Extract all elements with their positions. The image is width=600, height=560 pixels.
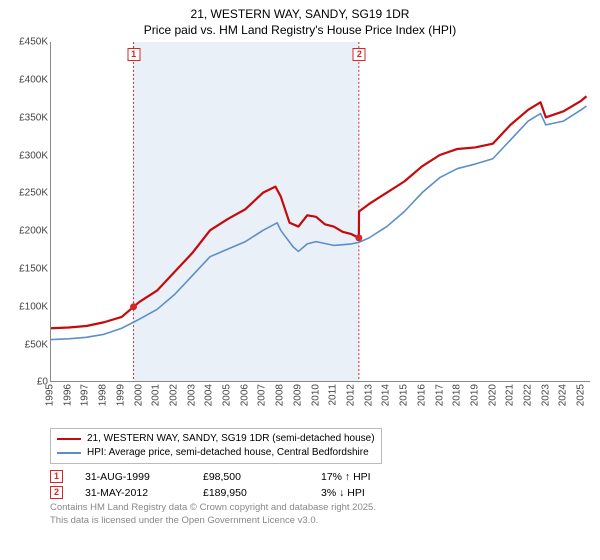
sale-date: 31-AUG-1999	[85, 471, 181, 483]
x-tick-label: 2025	[576, 384, 587, 406]
x-tick-label: 2016	[416, 384, 427, 406]
x-tick-label: 1998	[98, 384, 109, 406]
x-tick-label: 1997	[80, 384, 91, 406]
attribution: Contains HM Land Registry data © Crown c…	[50, 502, 590, 527]
legend-item: HPI: Average price, semi-detached house,…	[57, 446, 375, 460]
sale-delta: 17% ↑ HPI	[321, 471, 417, 483]
x-tick-label: 2003	[186, 384, 197, 406]
attribution-line1: Contains HM Land Registry data © Crown c…	[50, 502, 590, 514]
x-tick-label: 2021	[505, 384, 516, 406]
sale-marker-dot	[130, 304, 137, 311]
legend: 21, WESTERN WAY, SANDY, SG19 1DR (semi-d…	[50, 428, 382, 464]
x-tick-label: 2022	[523, 384, 534, 406]
legend-label: HPI: Average price, semi-detached house,…	[87, 446, 369, 460]
legend-swatch	[57, 452, 81, 454]
x-tick-label: 1996	[62, 384, 73, 406]
sale-ref-box: 1	[50, 470, 63, 483]
y-tick-label: £400K	[19, 75, 48, 86]
x-tick-label: 2004	[204, 384, 215, 406]
x-tick-label: 2019	[469, 384, 480, 406]
x-tick-label: 2014	[381, 384, 392, 406]
plot-area: 12	[50, 42, 590, 382]
sale-marker-callout: 2	[353, 48, 366, 61]
chart-area: £0£50K£100K£150K£200K£250K£300K£350K£400…	[10, 42, 590, 424]
x-axis: 1995199619971998199920002001200220032004…	[50, 382, 590, 424]
x-tick-label: 2010	[310, 384, 321, 406]
sale-price: £189,950	[203, 487, 299, 499]
y-axis: £0£50K£100K£150K£200K£250K£300K£350K£400…	[10, 42, 50, 382]
x-tick-label: 2015	[399, 384, 410, 406]
sale-ref-box: 2	[50, 486, 63, 499]
x-tick-label: 2000	[133, 384, 144, 406]
x-tick-label: 2007	[257, 384, 268, 406]
x-tick-label: 2002	[168, 384, 179, 406]
x-tick-label: 1995	[45, 384, 56, 406]
x-tick-label: 2017	[434, 384, 445, 406]
x-tick-label: 2011	[328, 384, 339, 406]
sale-marker-callout: 1	[127, 48, 140, 61]
y-tick-label: £350K	[19, 112, 48, 123]
chart-title: 21, WESTERN WAY, SANDY, SG19 1DR Price p…	[10, 6, 590, 38]
x-tick-label: 2012	[345, 384, 356, 406]
x-tick-label: 2023	[540, 384, 551, 406]
y-tick-label: £450K	[19, 37, 48, 48]
y-tick-label: £300K	[19, 150, 48, 161]
x-tick-label: 2020	[487, 384, 498, 406]
x-tick-label: 2001	[151, 384, 162, 406]
x-tick-label: 2008	[275, 384, 286, 406]
chart-svg	[51, 42, 590, 381]
y-tick-label: £50K	[25, 339, 48, 350]
x-tick-label: 2005	[222, 384, 233, 406]
sale-delta: 3% ↓ HPI	[321, 487, 417, 499]
x-tick-label: 2024	[558, 384, 569, 406]
y-tick-label: £100K	[19, 301, 48, 312]
title-line2: Price paid vs. HM Land Registry's House …	[10, 22, 590, 38]
y-tick-label: £250K	[19, 188, 48, 199]
legend-item: 21, WESTERN WAY, SANDY, SG19 1DR (semi-d…	[57, 432, 375, 446]
sales-table: 1 31-AUG-1999 £98,500 17% ↑ HPI 2 31-MAY-2012…	[50, 470, 590, 499]
y-tick-label: £150K	[19, 264, 48, 275]
sale-date: 31-MAY-2012	[85, 487, 181, 499]
legend-label: 21, WESTERN WAY, SANDY, SG19 1DR (semi-d…	[87, 432, 375, 446]
sale-marker-dot	[355, 235, 362, 242]
sale-price: £98,500	[203, 471, 299, 483]
sale-row: 2 31-MAY-2012 £189,950 3% ↓ HPI	[50, 486, 590, 499]
legend-swatch	[57, 438, 81, 440]
x-tick-label: 2013	[363, 384, 374, 406]
x-tick-label: 1999	[115, 384, 126, 406]
attribution-line2: This data is licensed under the Open Gov…	[50, 515, 590, 527]
title-line1: 21, WESTERN WAY, SANDY, SG19 1DR	[10, 6, 590, 22]
x-tick-label: 2018	[452, 384, 463, 406]
sale-row: 1 31-AUG-1999 £98,500 17% ↑ HPI	[50, 470, 590, 483]
x-tick-label: 2006	[239, 384, 250, 406]
x-tick-label: 2009	[292, 384, 303, 406]
y-tick-label: £200K	[19, 226, 48, 237]
